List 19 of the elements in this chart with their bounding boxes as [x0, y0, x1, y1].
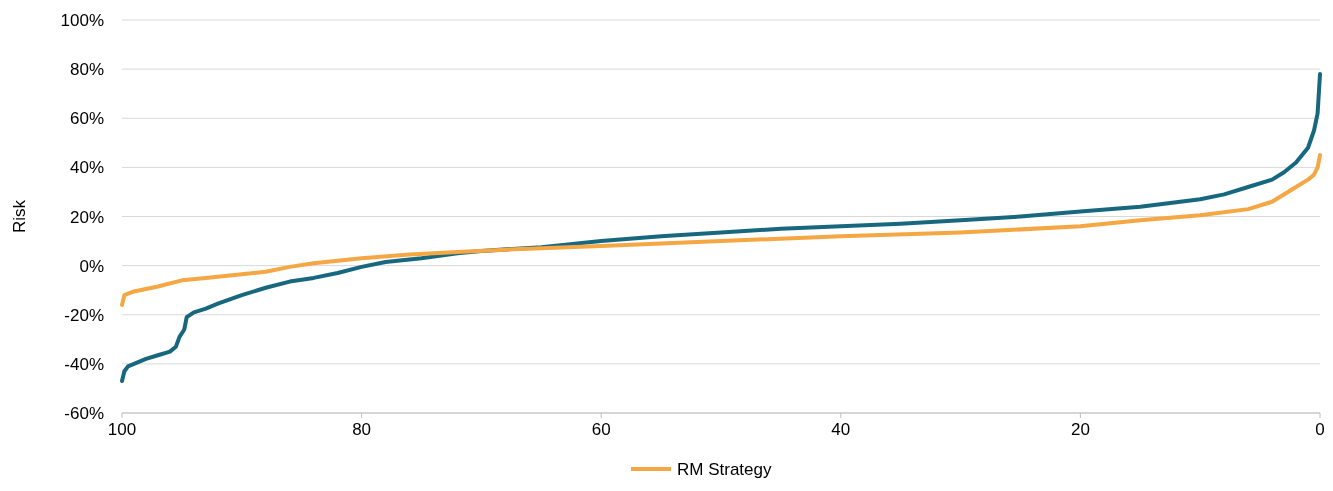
- x-tick-label: 60: [591, 420, 611, 439]
- x-tick-label: 40: [831, 420, 851, 439]
- line-series: [120, 72, 1322, 384]
- y-tick-label: -40%: [64, 354, 104, 374]
- y-tick-label: 80%: [69, 60, 104, 80]
- y-tick-label: 60%: [69, 109, 104, 129]
- x-tick-label: 20: [1070, 420, 1090, 439]
- y-tick-label: 40%: [69, 158, 104, 178]
- y-tick-label: 100%: [60, 11, 104, 30]
- x-tick-label: 80: [352, 420, 372, 439]
- line-series: [120, 153, 1322, 307]
- x-tick-label: 100: [107, 420, 137, 439]
- y-tick-label: 0%: [79, 256, 104, 276]
- y-tick-label: -20%: [64, 305, 104, 325]
- x-tick-label: 0: [1315, 420, 1325, 439]
- y-tick-label: -60%: [64, 404, 104, 423]
- y-tick-label: 20%: [69, 207, 104, 227]
- y-axis-title: Risk: [10, 199, 29, 234]
- legend-label: RM Strategy: [677, 460, 772, 479]
